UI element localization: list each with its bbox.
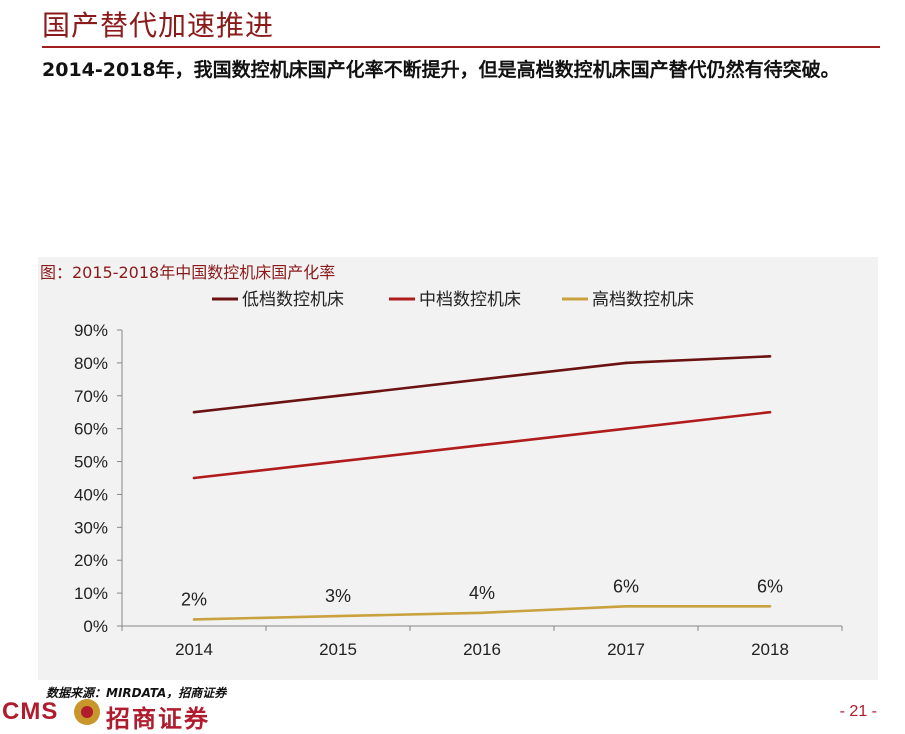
legend-label-3: 高档数控机床 xyxy=(592,290,694,310)
data-source: 数据来源：MIRDATA，招商证券 xyxy=(46,686,227,700)
series-2-point xyxy=(336,460,340,463)
y-tick-label: 70% xyxy=(74,387,108,406)
company-logo: CMS 招商证券 xyxy=(0,698,260,733)
series-1-point xyxy=(192,410,196,414)
data-label: 4% xyxy=(469,583,495,603)
y-tick-label: 50% xyxy=(74,453,108,472)
x-tick-label: 2018 xyxy=(751,640,789,659)
y-tick-label: 30% xyxy=(74,518,108,537)
legend-label-2: 中档数控机床 xyxy=(419,290,521,310)
series-2-point xyxy=(480,443,484,447)
data-label: 3% xyxy=(325,586,351,606)
lead-paragraph: 2014-2018年，我国数控机床国产化率不断提升，但是高档数控机床国产替代仍然… xyxy=(42,59,840,81)
page-title: 国产替代加速推进 xyxy=(42,9,275,42)
page-number: - 21 - xyxy=(839,703,877,720)
series-2-point xyxy=(192,476,196,480)
series-1-point xyxy=(624,361,628,365)
logo-text: CMS xyxy=(2,698,59,725)
series-3-point xyxy=(768,604,772,608)
legend-label-1: 低档数控机床 xyxy=(242,290,344,310)
x-tick-label: 2014 xyxy=(175,640,213,659)
series-2-point xyxy=(624,427,628,430)
x-tick-label: 2017 xyxy=(607,640,645,659)
series-3-point xyxy=(336,614,340,618)
series-3-point xyxy=(192,618,196,621)
y-tick-label: 20% xyxy=(74,551,108,570)
y-tick-label: 60% xyxy=(74,420,108,439)
series-1-point xyxy=(480,378,484,381)
series-2-point xyxy=(768,410,772,414)
title-divider xyxy=(42,46,880,48)
y-tick-label: 40% xyxy=(74,485,108,504)
x-tick-label: 2015 xyxy=(319,640,357,659)
series-1-point xyxy=(336,394,340,398)
series-line-1 xyxy=(193,355,771,414)
series-3-point xyxy=(480,611,484,615)
logo-company-name: 招商证券 xyxy=(106,704,210,733)
data-label: 2% xyxy=(181,589,207,609)
y-tick-label: 80% xyxy=(74,354,108,373)
data-label: 6% xyxy=(613,576,639,596)
y-tick-label: 10% xyxy=(74,584,108,603)
chart-caption: 图：2015-2018年中国数控机床国产化率 xyxy=(40,263,336,282)
series-3-point xyxy=(624,604,628,608)
logo-mark-icon xyxy=(74,699,100,725)
chart-panel xyxy=(38,257,878,680)
y-tick-label: 0% xyxy=(83,617,108,636)
data-label: 6% xyxy=(757,576,783,596)
series-1-point xyxy=(768,355,772,358)
y-tick-label: 90% xyxy=(74,321,108,340)
x-tick-label: 2016 xyxy=(463,640,501,659)
